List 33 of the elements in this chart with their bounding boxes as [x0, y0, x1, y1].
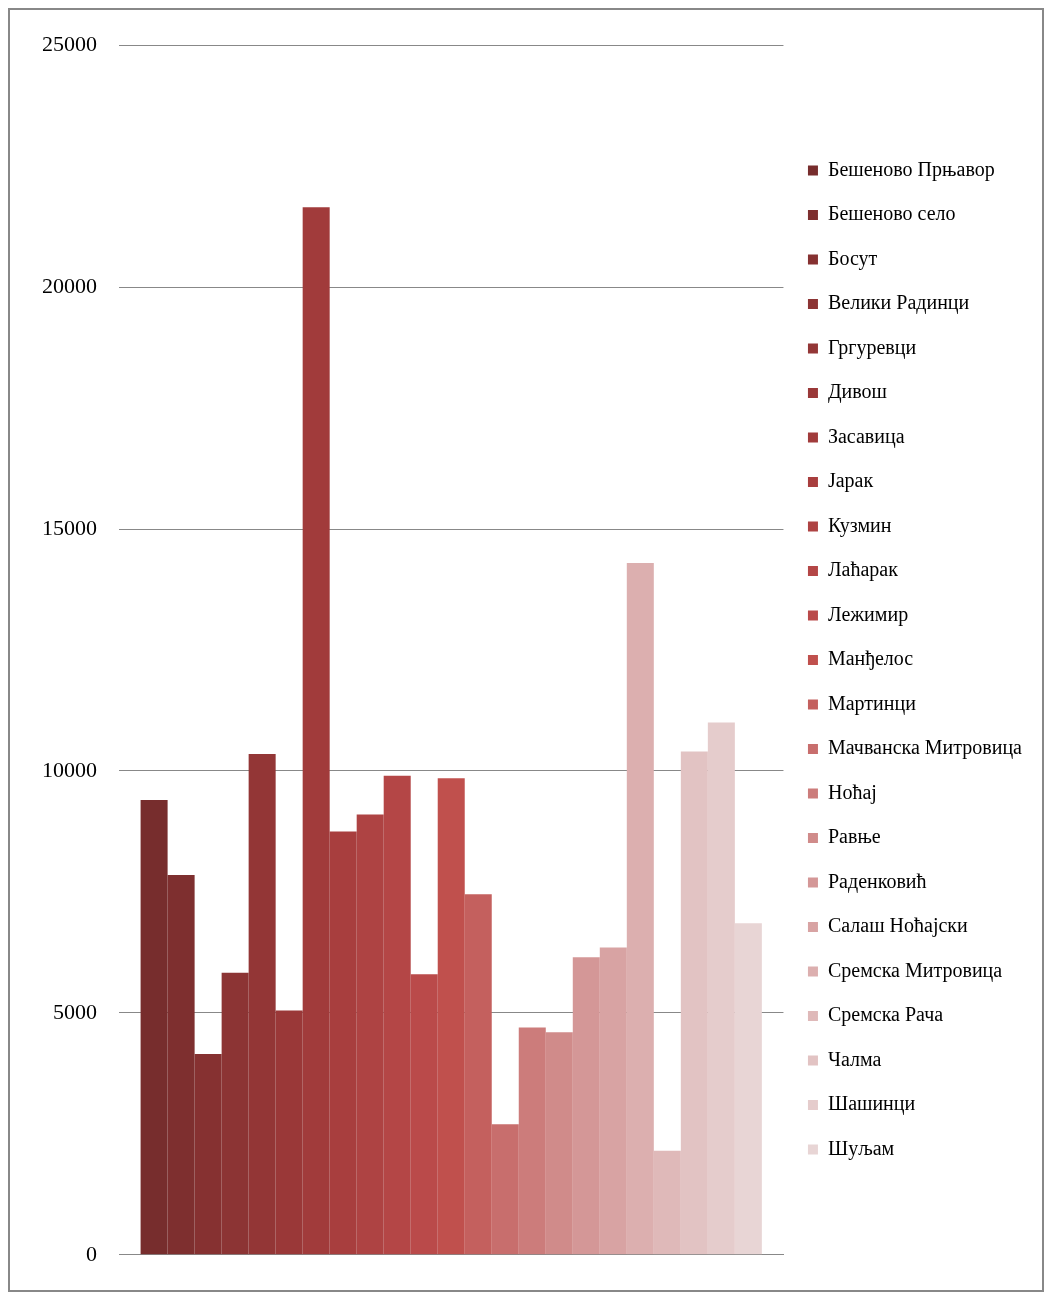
legend-label: Мартинци [827, 691, 917, 715]
legend-label: Дивош [827, 380, 888, 404]
legend-label: Босут [827, 246, 878, 270]
legend-label: Лежимир [827, 602, 909, 626]
y-tick-label: 0 [86, 1240, 97, 1266]
legend-label: Засавица [827, 424, 905, 448]
bar [518, 1027, 546, 1255]
legend-label: Салаш Ноћајски [827, 914, 969, 938]
y-tick-label: 20000 [42, 272, 97, 298]
legend-label: Велики Радинци [827, 291, 970, 315]
legend-label: Лаћарак [827, 558, 899, 582]
bar [545, 1032, 573, 1255]
y-tick-label: 15000 [42, 514, 97, 540]
legend-label: Равње [827, 825, 881, 848]
y-tick-label: 5000 [53, 998, 97, 1024]
legend-label: Сремска Рача [827, 1003, 944, 1027]
legend-label: Мачванска Митровица [827, 736, 1023, 760]
legend-label: Бешеново Прњавор [827, 157, 995, 181]
legend-label: Ноћај [827, 780, 877, 804]
legend-label: Чалма [827, 1047, 882, 1070]
legend-label: Манђелос [827, 647, 914, 671]
legend-label: Шуљам [827, 1136, 895, 1160]
legend-label: Шашинци [827, 1092, 916, 1116]
bar [464, 894, 492, 1255]
legend-label: Раденковић [827, 869, 927, 893]
legend-label: Сремска Митровица [827, 958, 1003, 982]
legend-label: Бешеново село [827, 202, 956, 225]
legend-label: Гргуревци [827, 335, 917, 359]
legend-label: Јарак [827, 469, 874, 493]
y-tick-label: 10000 [42, 756, 97, 782]
bar [491, 1124, 519, 1255]
y-tick-label: 25000 [42, 30, 97, 56]
legend-label: Кузмин [827, 513, 892, 537]
